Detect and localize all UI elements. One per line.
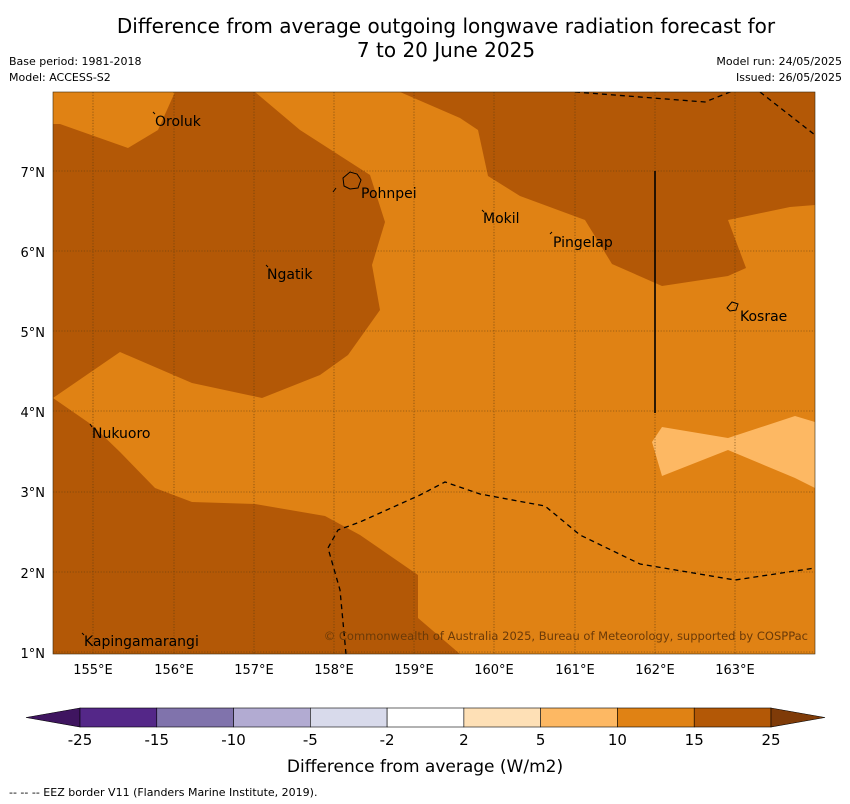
place-label-pohnpei: Pohnpei	[361, 186, 417, 202]
map-frame	[52, 91, 816, 655]
graticule	[53, 92, 815, 654]
colorbar-tick-label: 10	[608, 731, 627, 749]
eez-footnote: -- -- -- EEZ border V11 (Flanders Marine…	[9, 786, 318, 799]
model-name: Model: ACCESS-S2	[9, 71, 111, 84]
anomaly-band-15-25-west	[53, 92, 385, 398]
lat-tick-5: 5°N	[21, 326, 46, 341]
lat-tick-4: 4°N	[21, 406, 46, 421]
colorbar-tick-label: 2	[459, 731, 469, 749]
colorbar-segment	[540, 707, 618, 728]
lon-tick-158: 158°E	[314, 663, 354, 678]
map-field	[53, 92, 815, 654]
place-label-nukuoro: Nukuoro	[92, 426, 150, 442]
colorbar-tick-label: -2	[380, 731, 395, 749]
place-label-kapingamarangi: Kapingamarangi	[84, 634, 199, 650]
colorbar-segment	[310, 707, 388, 728]
place-label-oroluk: Oroluk	[155, 114, 202, 130]
title-line-2: 7 to 20 June 2025	[356, 38, 536, 62]
colorbar-tick-label: -25	[68, 731, 93, 749]
eez-border	[327, 92, 815, 654]
colorbar-segment	[79, 707, 158, 728]
lon-tick-163: 163°E	[715, 663, 755, 678]
lon-tick-160: 160°E	[474, 663, 514, 678]
pohnpei-island-outline	[342, 171, 362, 190]
lat-tick-1: 1°N	[21, 647, 46, 662]
place-label-pingelap: Pingelap	[553, 235, 613, 251]
colorbar-extension-low	[25, 707, 81, 728]
lon-tick-157: 157°E	[234, 663, 274, 678]
colorbar-segment	[386, 707, 465, 728]
colorbar-tick-label: 15	[685, 731, 704, 749]
lat-tick-6: 6°N	[21, 246, 46, 261]
place-label-kosrae: Kosrae	[740, 309, 787, 325]
place-label-mokil: Mokil	[483, 211, 520, 227]
colorbar-tick-label: -15	[145, 731, 170, 749]
kosrae-island-outline	[726, 301, 739, 312]
anomaly-band-15-25-southwest	[53, 398, 460, 654]
lon-tick-162: 162°E	[635, 663, 675, 678]
pohnpei-islet-mark	[332, 187, 337, 193]
island-markers	[81, 111, 553, 636]
lon-tick-156: 156°E	[154, 663, 194, 678]
lon-tick-155: 155°E	[73, 663, 113, 678]
map-title: Difference from average outgoing longwav…	[0, 14, 850, 62]
meta-left: Base period: 1981-2018 Model: ACCESS-S2	[9, 54, 141, 86]
colorbar-tick-label: 5	[536, 731, 546, 749]
lon-tick-161: 161°E	[555, 663, 595, 678]
colorbar-tick-label: -10	[221, 731, 246, 749]
lat-tick-7: 7°N	[21, 166, 46, 181]
lon-tick-159: 159°E	[394, 663, 434, 678]
colorbar-segment	[233, 707, 311, 728]
place-label-ngatik: Ngatik	[267, 267, 313, 283]
colorbar-tick-label: 25	[761, 731, 780, 749]
colorbar-segment	[463, 707, 541, 728]
colorbar-extension-high	[770, 707, 826, 728]
base-period: Base period: 1981-2018	[9, 55, 142, 68]
lat-tick-2: 2°N	[21, 567, 46, 582]
model-run: Model run: 24/05/2025	[716, 55, 842, 68]
colorbar: -25 -15 -10 -5 -2 2 5 10 15 25	[25, 707, 826, 749]
colorbar-segment	[156, 707, 234, 728]
title-line-1: Difference from average outgoing longwav…	[116, 14, 776, 38]
colorbar-segment	[693, 707, 772, 728]
colorbar-tick-label: -5	[303, 731, 318, 749]
issued-date: Issued: 26/05/2025	[735, 71, 842, 84]
copyright-notice: © Commonwealth of Australia 2025, Bureau…	[324, 629, 808, 643]
meta-right: Model run: 24/05/2025 Issued: 26/05/2025	[716, 54, 842, 86]
lat-tick-3: 3°N	[21, 486, 46, 501]
colorbar-label: Difference from average (W/m2)	[287, 757, 563, 777]
anomaly-band-15-25-northeast	[400, 92, 815, 286]
anomaly-band-5-10-east	[652, 416, 815, 488]
colorbar-segment	[617, 707, 695, 728]
